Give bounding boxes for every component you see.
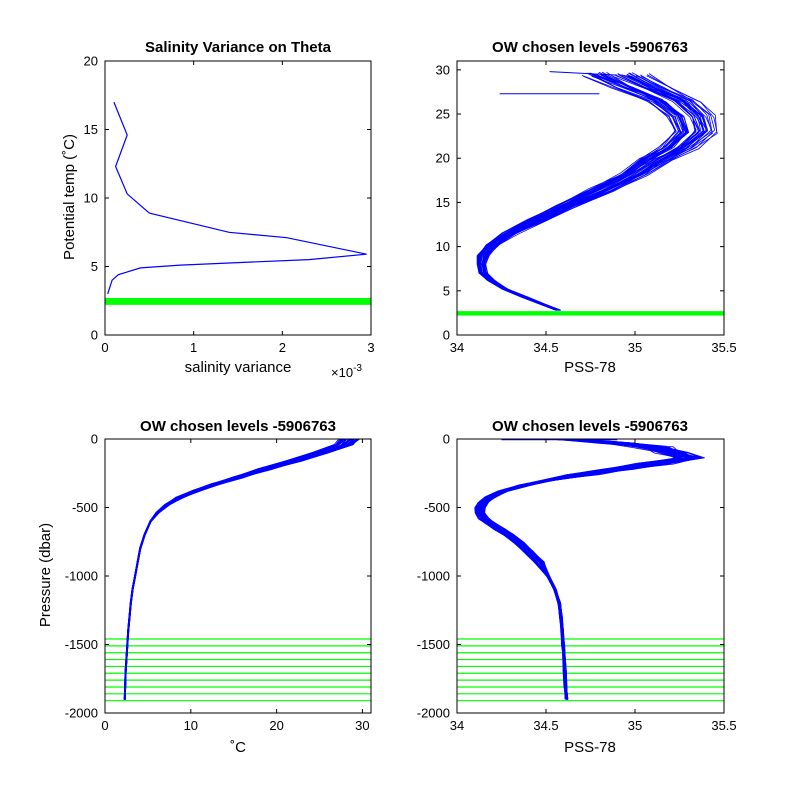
y-axis-label: Pressure (dbar): [37, 523, 54, 627]
y-tick-label: -500: [72, 500, 98, 515]
y-tick-label: 10: [84, 191, 98, 206]
y-tick-label: -1000: [65, 569, 98, 584]
x-tick-label: 34: [450, 340, 464, 355]
x-axis-label: ˚C: [230, 739, 246, 756]
y-tick-label: 20: [84, 54, 98, 69]
y-tick-label: 0: [91, 432, 98, 447]
x-tick-label: 35.5: [711, 718, 736, 733]
chosen-level-band: [457, 311, 724, 316]
x-axis-label: salinity variance: [185, 359, 292, 376]
plot-area: [105, 439, 371, 702]
axes-box: [456, 60, 725, 336]
profile-line: [124, 439, 358, 699]
profile-line: [479, 73, 688, 311]
y-tick-label: 0: [443, 328, 450, 343]
x-exponent-label: ×10-3: [331, 363, 362, 380]
profile-line: [482, 439, 698, 700]
y-tick-label: -1500: [417, 637, 450, 652]
chart-title: OW chosen levels -5906763: [492, 418, 688, 435]
y-tick-label: -1500: [65, 637, 98, 652]
x-tick-label: 1: [190, 340, 197, 355]
profile-line: [477, 72, 677, 311]
chart-title: OW chosen levels -5906763: [492, 39, 688, 56]
profile-line: [549, 71, 618, 76]
y-tick-label: -1000: [417, 569, 450, 584]
y-tick-label: 10: [436, 239, 450, 254]
y-tick-label: -500: [424, 500, 450, 515]
chart-title: Salinity Variance on Theta: [145, 39, 332, 56]
panel-theta-salinity: 34 34.5 35 35.5 0 5 10 15 20 25 30 OW chosen level…: [436, 39, 737, 376]
y-tick-label: 25: [436, 107, 450, 122]
plot-area: [457, 439, 724, 702]
x-tick-label: 34: [450, 718, 464, 733]
x-axis-label: PSS-78: [564, 359, 616, 376]
y-tick-label: 0: [91, 328, 98, 343]
y-tick-label: 5: [443, 283, 450, 298]
y-tick-label: 5: [91, 259, 98, 274]
y-tick-label: 20: [436, 151, 450, 166]
x-tick-label: 0: [101, 340, 108, 355]
y-axis-label: Potential temp (˚C): [61, 134, 78, 260]
plot-area: [105, 101, 371, 305]
series-line: [107, 101, 367, 295]
y-tick-label: -2000: [417, 706, 450, 721]
x-exponent-power: -3: [353, 363, 362, 374]
x-tick-label: 10: [184, 718, 198, 733]
x-tick-label: 2: [279, 340, 286, 355]
profile-line: [479, 439, 682, 700]
x-tick-label: 3: [367, 340, 374, 355]
x-tick-label: 0: [101, 718, 108, 733]
x-tick-label: 35.5: [711, 340, 736, 355]
panel-pressure-salinity: 34 34.5 35 35.5 -2000 -1500 -1000 -500 0 OW chos…: [417, 418, 737, 756]
plot-marks: 0 10 20 30 -2000 -1500 -1000 -500 0: [65, 432, 372, 733]
profile-line: [483, 439, 703, 700]
panel-pressure-temperature: 0 10 20 30 -2000 -1500 -1000 -500 0 OW chosen le…: [37, 418, 372, 756]
profile-line: [123, 439, 344, 700]
x-exponent-base: ×10: [331, 365, 353, 380]
y-tick-label: 15: [84, 122, 98, 137]
plot-marks: 0 1 2 3 0 5 10 15 20: [84, 54, 375, 356]
x-axis-label: PSS-78: [564, 739, 616, 756]
x-tick-label: 35: [628, 340, 642, 355]
chosen-level-band: [105, 298, 371, 305]
x-tick-label: 30: [355, 718, 369, 733]
y-tick-label: 15: [436, 195, 450, 210]
x-tick-label: 20: [269, 718, 283, 733]
y-tick-label: 30: [436, 62, 450, 77]
chart-title: OW chosen levels -5906763: [140, 418, 336, 435]
plot-marks: 34 34.5 35 35.5 -2000 -1500 -1000 -500 0: [417, 432, 737, 734]
plot-area: [457, 71, 724, 316]
x-tick-label: 35: [628, 718, 642, 733]
plot-marks: 34 34.5 35 35.5 0 5 10 15 20 25 30: [436, 60, 737, 355]
profile-line: [484, 75, 712, 311]
x-tick-label: 34.5: [533, 718, 558, 733]
y-tick-label: 0: [443, 432, 450, 447]
profile-line: [481, 74, 701, 311]
profile-line: [485, 73, 718, 311]
x-tick-label: 34.5: [533, 340, 558, 355]
y-tick-label: -2000: [65, 706, 98, 721]
